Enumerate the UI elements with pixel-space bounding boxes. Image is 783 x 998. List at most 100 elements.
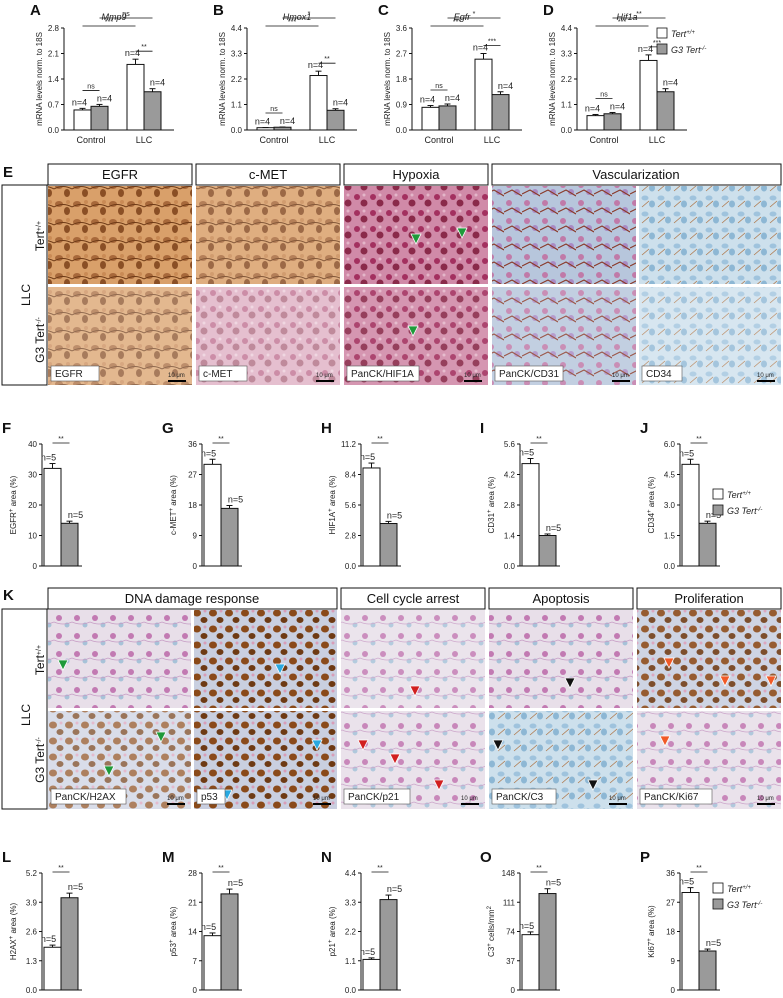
n-label: n=5 <box>228 495 243 505</box>
arrowhead-black <box>492 739 504 751</box>
y-axis-label-P: Ki67+ area (%) <box>647 905 656 958</box>
bar-tert-wt <box>681 892 700 991</box>
significance-label: ** <box>536 865 542 872</box>
x-category-label: Control <box>259 135 288 145</box>
y-tick-label: 2.8 <box>345 532 357 541</box>
significance-label: ** <box>696 436 702 443</box>
n-label: n=5 <box>387 510 402 520</box>
n-label: n=4 <box>150 78 165 88</box>
y-tick-label: 0 <box>33 562 38 571</box>
arrowhead-orange <box>719 675 731 687</box>
svg-text:PanCK/Ki67: PanCK/Ki67 <box>644 792 699 803</box>
y-tick-label: 111 <box>503 898 516 907</box>
bar-g3-tert-ko <box>603 113 622 131</box>
svg-text:PanCK/C3: PanCK/C3 <box>496 792 544 803</box>
bar-tert-wt <box>362 958 381 991</box>
y-tick-label: 30 <box>28 471 37 480</box>
micrograph-egfr-wt <box>48 186 192 284</box>
panel-label: D <box>543 2 554 19</box>
bar-tert-wt <box>521 463 540 567</box>
y-tick-label: 1.8 <box>396 75 408 84</box>
x-category-label: LLC <box>319 135 336 145</box>
bar-tert-wt <box>639 59 658 131</box>
svg-text:10 μm: 10 μm <box>612 373 629 379</box>
bar-tert-wt <box>203 463 222 567</box>
arrowhead-green <box>410 233 422 245</box>
chart-panel-C: C Egfr mRNA levels norm. to 18S 0.0 0.9 1.8 2.… <box>378 2 522 145</box>
arrowhead-red <box>409 685 421 697</box>
bar-tert-wt <box>43 946 62 991</box>
y-tick-label: 4.4 <box>231 24 243 33</box>
y-tick-label: 0.0 <box>48 126 60 135</box>
svg-text:EGFR: EGFR <box>55 369 83 380</box>
bar-tert-wt <box>126 63 145 131</box>
svg-text:10 μm: 10 μm <box>757 796 774 802</box>
arrowhead-orange <box>659 735 671 747</box>
n-label: n=4 <box>280 116 295 126</box>
y-tick-label: 4.5 <box>664 471 676 480</box>
significance-label: ns <box>435 83 443 90</box>
y-tick-label: 3.0 <box>664 501 676 510</box>
n-label: n=5 <box>387 884 402 894</box>
bar-tert-wt <box>43 467 62 567</box>
significance-label: ns <box>600 91 608 98</box>
bar-g3-tert-ko <box>379 523 398 567</box>
x-category-label: Control <box>76 135 105 145</box>
significance-label: ** <box>218 865 224 872</box>
legend-bottom: Tert+/+ G3 Tert-/- <box>712 882 762 910</box>
y-axis-label-L: H2AX+ area (%) <box>9 903 18 961</box>
panel-label: B <box>213 2 224 19</box>
micrograph-h2ax-wt <box>48 610 191 708</box>
svg-text:E: E <box>3 164 13 181</box>
header-apoptosis: Apoptosis <box>532 591 590 606</box>
legend-top: Tert+/+ G3 Tert-/- <box>656 27 706 55</box>
panel-label: H <box>321 420 332 437</box>
n-label: n=4 <box>72 97 87 107</box>
n-label: n=4 <box>445 93 460 103</box>
n-label: n=5 <box>519 447 534 457</box>
chart-title: Hmox1 <box>283 12 312 22</box>
significance-label: ** <box>324 56 330 63</box>
row-label-llc-k: LLC <box>19 704 33 726</box>
x-category-label: Control <box>589 135 618 145</box>
y-tick-label: 27 <box>188 471 197 480</box>
y-tick-label: 11.2 <box>341 440 357 449</box>
n-label: n=5 <box>68 510 83 520</box>
significance-label: ** <box>377 436 383 443</box>
y-tick-label: 3.3 <box>345 898 357 907</box>
y-tick-label: 3.6 <box>396 24 408 33</box>
panel-label: L <box>2 849 11 866</box>
bar-g3-tert-ko <box>220 507 239 567</box>
y-tick-label: 0.0 <box>26 986 38 995</box>
y-tick-label: 4.2 <box>504 471 516 480</box>
y-tick-label: 2.2 <box>345 928 357 937</box>
y-tick-label: 3.9 <box>26 898 38 907</box>
n-label: n=5 <box>519 921 534 931</box>
y-tick-label: 1.4 <box>48 75 60 84</box>
n-label: n=5 <box>228 878 243 888</box>
section-k-micrographs: K LLC Tert+/+ G3 Tert-/- DNA damage resp… <box>1 587 782 810</box>
y-tick-label: 10 <box>28 532 37 541</box>
n-label: n=5 <box>41 934 56 944</box>
significance-label: ** <box>218 436 224 443</box>
panel-label: J <box>640 420 648 437</box>
y-tick-label: 0.0 <box>345 562 357 571</box>
header-egfr: EGFR <box>102 167 138 182</box>
svg-text:Tert+/+: Tert+/+ <box>33 221 47 251</box>
significance-label: ** <box>377 865 383 872</box>
bar-g3-tert-ko <box>143 91 162 131</box>
n-label: n=5 <box>360 452 375 462</box>
chart-title: Egfr <box>454 12 472 22</box>
y-tick-label: 18 <box>666 928 675 937</box>
y-tick-label: 0.0 <box>664 562 676 571</box>
panel-label: M <box>162 849 175 866</box>
bar-g3-tert-ko <box>491 94 510 131</box>
micrograph-cd31-wt <box>492 186 636 284</box>
panel-label: F <box>2 420 11 437</box>
svg-text:Tert+/+: Tert+/+ <box>727 490 751 500</box>
bar-g3-tert-ko <box>438 105 457 131</box>
